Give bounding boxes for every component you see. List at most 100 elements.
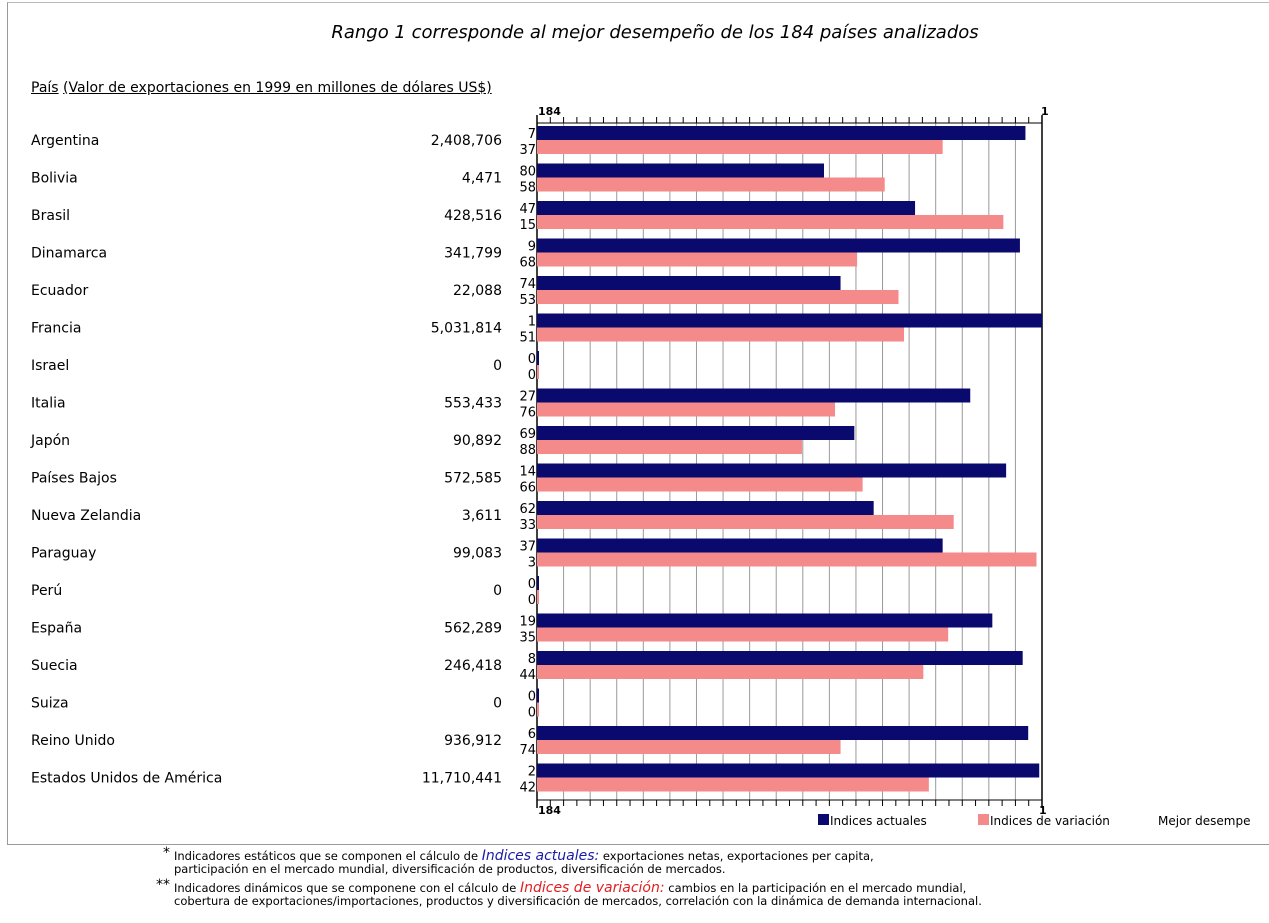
rank-label-variation: 66: [519, 481, 536, 496]
footnote-rest: cambios en la participación en el mercad…: [664, 881, 967, 895]
country-column-label: País: [31, 80, 59, 96]
export-value: 3,611: [462, 508, 502, 524]
bar-actual: [537, 613, 993, 628]
bar-actual: [537, 238, 1020, 253]
legend-label-extra: Mejor desempe: [1158, 814, 1250, 828]
bar-variation: [537, 702, 539, 717]
chart-frame: [7, 2, 1269, 845]
export-value: 2,408,706: [431, 133, 502, 149]
country-label: Ecuador: [31, 283, 88, 299]
country-label: España: [31, 621, 82, 637]
bar-actual: [537, 351, 539, 365]
axis-label-right-bottom: 1: [1039, 804, 1047, 817]
bar-actual: [537, 426, 855, 440]
bar-variation: [537, 627, 949, 642]
legend-swatch-variation: [978, 814, 989, 825]
rank-label-variation: 74: [519, 743, 536, 758]
rank-label-actual: 7: [528, 127, 536, 142]
bar-actual: [537, 313, 1042, 328]
export-value: 0: [493, 583, 502, 599]
country-label: Japón: [30, 433, 70, 449]
bar-actual: [537, 763, 1040, 778]
export-value: 553,433: [444, 396, 502, 412]
footnote-lead: Indicadores estáticos que se componen el…: [174, 849, 482, 863]
country-label: Suiza: [31, 696, 69, 712]
footnote-highlight: Indices de variación:: [519, 880, 665, 896]
export-value: 5,031,814: [431, 321, 502, 337]
bar-variation: [537, 252, 858, 267]
export-value: 90,892: [453, 433, 502, 449]
bar-variation: [537, 740, 841, 754]
rank-label-variation: 0: [528, 368, 536, 383]
bar-actual: [537, 388, 971, 403]
country-label: Francia: [31, 321, 81, 337]
bar-variation: [537, 327, 905, 342]
country-label: Israel: [31, 358, 69, 374]
rank-label-variation: 76: [519, 406, 536, 421]
export-value: 572,585: [444, 471, 502, 487]
rank-label-actual: 6: [528, 727, 536, 742]
legend-swatch-actual: [818, 814, 829, 825]
rank-label-variation: 58: [519, 181, 536, 196]
export-value: 11,710,441: [422, 771, 502, 787]
bar-variation: [537, 440, 802, 454]
bar-variation: [537, 777, 929, 792]
bar-actual: [537, 651, 1023, 665]
footnote-lead: Indicadores dinámicos que se componene c…: [174, 881, 520, 895]
rank-label-actual: 9: [528, 240, 536, 255]
bar-variation: [537, 665, 924, 679]
export-value: 0: [493, 696, 502, 712]
rank-label-actual: 74: [519, 277, 536, 292]
rank-label-actual: 62: [519, 502, 536, 517]
footnote-marker: **: [156, 877, 170, 893]
footnote-1: * Indicadores estáticos que se componen …: [150, 845, 1269, 876]
rank-label-variation: 88: [519, 443, 536, 458]
bar-actual: [537, 201, 916, 215]
rank-label-variation: 51: [519, 331, 536, 346]
rank-label-variation: 15: [519, 218, 536, 233]
footnotes: * Indicadores estáticos que se componen …: [150, 845, 1269, 914]
footnote-marker: *: [163, 845, 170, 861]
legend-label-actual: Indices actuales: [830, 814, 927, 828]
rank-label-variation: 3: [528, 556, 536, 571]
country-label: Países Bajos: [31, 471, 117, 487]
rank-label-actual: 1: [528, 315, 536, 330]
rank-label-variation: 53: [519, 293, 536, 308]
rank-label-actual: 27: [519, 390, 536, 405]
rank-label-actual: 0: [528, 577, 536, 592]
rank-label-actual: 69: [519, 427, 536, 442]
export-value: 4,471: [462, 171, 502, 187]
rank-label-variation: 0: [528, 593, 536, 608]
legend-label-variation: Indices de variación: [990, 814, 1110, 828]
footnote-2: ** Indicadores dinámicos que se componen…: [150, 877, 1269, 908]
bar-actual: [537, 276, 841, 290]
axis-label-right-top: 1: [1041, 105, 1049, 118]
country-label: Bolivia: [31, 171, 78, 187]
export-value: 562,289: [444, 621, 502, 637]
country-label: Reino Unido: [31, 733, 115, 749]
bar-variation: [537, 140, 943, 154]
country-label: Brasil: [31, 208, 70, 224]
bar-variation: [537, 590, 539, 604]
rank-label-actual: 2: [528, 765, 536, 780]
export-value: 341,799: [444, 246, 502, 262]
axis-label-left-bottom: 184: [538, 804, 561, 817]
export-value: 936,912: [444, 733, 502, 749]
bar-variation: [537, 177, 885, 192]
export-value: 22,088: [453, 283, 502, 299]
bar-variation: [537, 552, 1037, 567]
bar-actual: [537, 726, 1029, 740]
bar-actual: [537, 126, 1026, 140]
export-value: 246,418: [444, 658, 502, 674]
rank-label-actual: 80: [519, 165, 536, 180]
rank-label-actual: 0: [528, 352, 536, 367]
bar-actual: [537, 576, 539, 590]
footnote-line2: participación en el mercado mundial, div…: [174, 862, 726, 876]
rank-label-variation: 68: [519, 256, 536, 271]
bar-actual: [537, 501, 874, 515]
export-value: 99,083: [453, 546, 502, 562]
bar-variation: [537, 402, 836, 417]
country-label: Argentina: [31, 133, 99, 149]
country-label: Suecia: [31, 658, 78, 674]
